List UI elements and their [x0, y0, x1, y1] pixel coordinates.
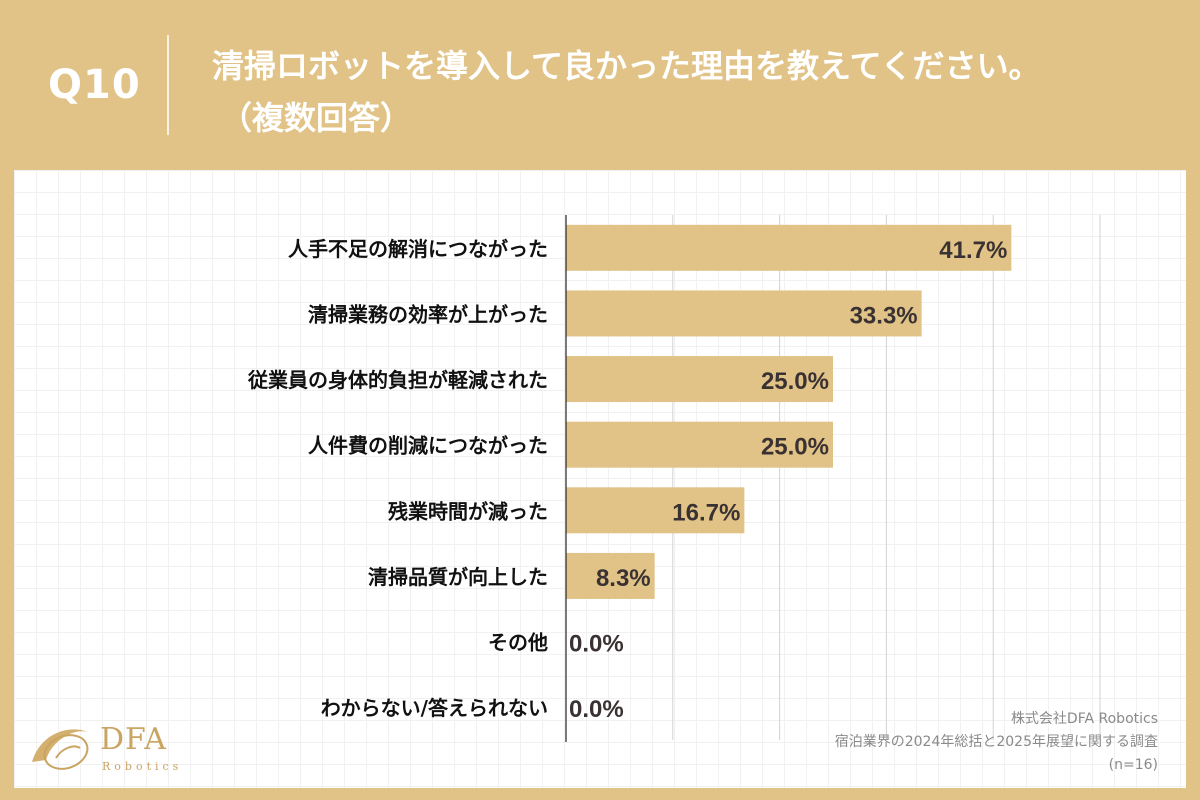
- bar: [566, 290, 922, 337]
- value-label: 25.0%: [761, 368, 829, 395]
- bar: [566, 487, 745, 534]
- category-label: わからない/答えられない: [321, 696, 548, 720]
- header-divider: [167, 35, 169, 135]
- logo-text: DFA: [100, 722, 167, 757]
- dfa-logo-icon: [32, 729, 89, 770]
- category-label: 人件費の削減につながった: [308, 434, 548, 458]
- value-label: 8.3%: [596, 565, 651, 592]
- value-label: 16.7%: [672, 499, 740, 526]
- category-label: 清掃業務の効率が上がった: [308, 302, 548, 326]
- question-title-main: 清掃ロボットを導入して良かった理由を教えてください。: [212, 47, 1041, 85]
- source-survey: 宿泊業界の2024年総括と2025年展望に関する調査: [834, 734, 1158, 750]
- value-label: 33.3%: [850, 302, 918, 329]
- category-label: 清掃品質が向上した: [368, 565, 548, 589]
- category-label: 従業員の身体的負担が軽減された: [247, 368, 548, 392]
- bar: [566, 552, 655, 599]
- category-label: 人手不足の解消につながった: [288, 237, 548, 261]
- value-label: 25.0%: [761, 434, 829, 461]
- value-label: 0.0%: [569, 631, 624, 658]
- question-number: Q10: [48, 62, 141, 108]
- source-company: 株式会社DFA Robotics: [1010, 711, 1158, 727]
- source-credit: 株式会社DFA Robotics 宿泊業界の2024年総括と2025年展望に関す…: [835, 708, 1158, 777]
- bar: [566, 224, 1012, 271]
- logo-subtext: Robotics: [102, 760, 183, 773]
- source-sample: (n=16): [1108, 757, 1158, 773]
- question-title-note: （複数回答）: [220, 99, 413, 137]
- category-label: 残業時間が減った: [388, 499, 548, 523]
- bar: [566, 421, 833, 468]
- value-label: 0.0%: [569, 696, 624, 723]
- bar-chart: 人手不足の解消につながった 41.7% 清掃業務の効率が上がった 33.3% 従業員の身…: [247, 215, 1101, 742]
- value-label: 41.7%: [939, 237, 1007, 264]
- category-label: その他: [488, 631, 548, 655]
- question-title: 清掃ロボットを導入して良かった理由を教えてください。 （複数回答）: [212, 40, 1172, 144]
- chart-panel: 人手不足の解消につながった 41.7% 清掃業務の効率が上がった 33.3% 従業員の身…: [14, 170, 1186, 788]
- bar: [566, 356, 833, 403]
